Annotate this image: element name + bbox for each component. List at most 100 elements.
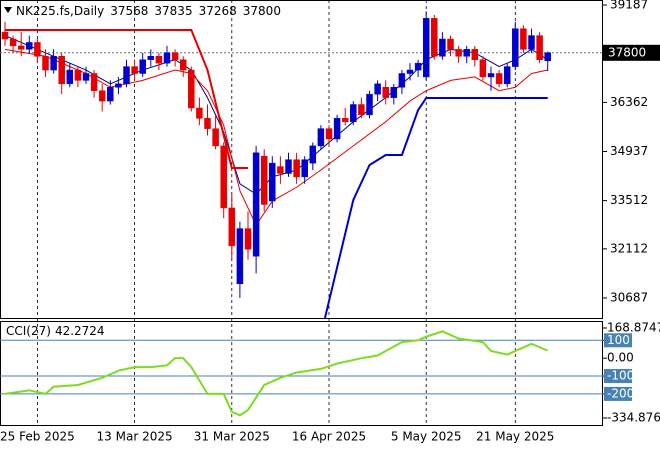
candle-body (236, 228, 244, 285)
header-ohlc-value: 37800 (243, 4, 281, 18)
candle-body (544, 52, 551, 62)
y-tick-label: 33512 (610, 193, 648, 207)
y-tick-label: 0.00 (607, 351, 634, 365)
candle-body (366, 93, 373, 116)
candle-body (155, 56, 163, 64)
candle-body (58, 56, 65, 85)
candle-body (277, 166, 284, 174)
price-panel-frame (0, 0, 603, 319)
y-tick-label: -100 (607, 369, 634, 383)
header-ohlc-value: 37568 (110, 4, 148, 18)
header-ohlc-value: 37835 (154, 4, 192, 18)
last-price-label: 37800 (608, 45, 646, 59)
candle-body (260, 155, 268, 205)
y-tick-label: 39187 (610, 0, 648, 11)
candle-body (9, 38, 17, 47)
candle-body (382, 87, 389, 98)
candle-body (341, 118, 349, 123)
candle-body (204, 118, 211, 129)
candle-body (252, 152, 260, 257)
y-tick-label: 36362 (610, 95, 648, 109)
candle-body (82, 73, 90, 81)
y-tick-label: 168.8747 (607, 321, 660, 335)
cci-current: 42.2724 (55, 324, 105, 338)
candle-body (414, 62, 422, 71)
symbol-title: NK225.fs,Daily (16, 4, 104, 18)
candle-body (212, 128, 219, 147)
candle-body (26, 42, 33, 50)
candle-body (179, 59, 187, 71)
candle-body (90, 73, 98, 91)
candle-body (285, 159, 292, 174)
candle-body (188, 69, 195, 109)
candle-body (107, 87, 114, 102)
candle-body (139, 59, 146, 74)
y-tick-label: -200 (607, 386, 634, 400)
candle-body (422, 18, 430, 78)
candle-body (115, 83, 122, 88)
candle-body (520, 28, 527, 50)
collapse-icon[interactable] (4, 7, 12, 13)
x-tick-label: 16 Apr 2025 (292, 430, 366, 444)
candle-body (495, 73, 503, 85)
cci-title: CCI(27) (6, 324, 51, 338)
candle-body (123, 66, 130, 85)
candle-body (74, 69, 82, 81)
x-tick-label: 13 Mar 2025 (97, 430, 173, 444)
candle-body (131, 66, 138, 74)
level-label-box (604, 369, 632, 384)
candle-body (406, 69, 414, 74)
candle-body (325, 128, 333, 140)
candle-body (333, 118, 341, 140)
level-label-box (604, 333, 632, 348)
candle-body (228, 207, 236, 247)
candle-body (390, 87, 398, 98)
price-header: NK225.fs,Daily 37568 37835 37268 37800 (16, 4, 281, 18)
cci-line (4, 330, 549, 417)
candle-body (220, 145, 227, 209)
candle-body (398, 73, 406, 88)
candle-body (196, 107, 203, 119)
candle-body (358, 104, 365, 116)
y-tick-label: 34937 (610, 144, 648, 158)
candle-body (66, 69, 74, 85)
candle-body (463, 49, 470, 57)
candle-body (17, 45, 25, 50)
candle-body (42, 56, 49, 71)
level-label-box (604, 386, 632, 401)
last-price-box (603, 44, 660, 61)
candle-body (50, 56, 57, 71)
indicator-line (4, 48, 548, 227)
y-tick-label: 32112 (610, 241, 648, 255)
candle-body (301, 159, 308, 178)
candle-body (503, 66, 511, 85)
candle-body (374, 83, 381, 95)
candle-body (431, 18, 438, 57)
candle-body (455, 49, 462, 57)
candle-body (350, 104, 357, 123)
y-tick-label: 30687 (610, 291, 648, 305)
candle-body (244, 228, 252, 250)
x-tick-label: 31 Mar 2025 (194, 430, 270, 444)
candle-body (98, 90, 106, 102)
candle-body (1, 31, 9, 40)
x-tick-label: 25 Feb 2025 (0, 430, 75, 444)
candle-body (447, 38, 454, 50)
candle-body (269, 162, 276, 202)
y-tick-label: -334.8764 (607, 411, 660, 425)
candle-body (439, 38, 446, 57)
cci-header: CCI(27) 42.2724 (6, 324, 105, 338)
cci-panel-frame (0, 321, 603, 426)
candle-body (479, 59, 487, 78)
y-tick-label: 100 (607, 333, 630, 347)
indicator-line (323, 96, 548, 319)
candle-body (487, 73, 495, 78)
indicator-line (5, 29, 248, 169)
candle-body (163, 52, 171, 64)
x-tick-label: 5 May 2025 (391, 430, 462, 444)
candle-body (528, 35, 535, 50)
x-tick-label: 21 May 2025 (476, 430, 554, 444)
candle-body (293, 159, 300, 178)
